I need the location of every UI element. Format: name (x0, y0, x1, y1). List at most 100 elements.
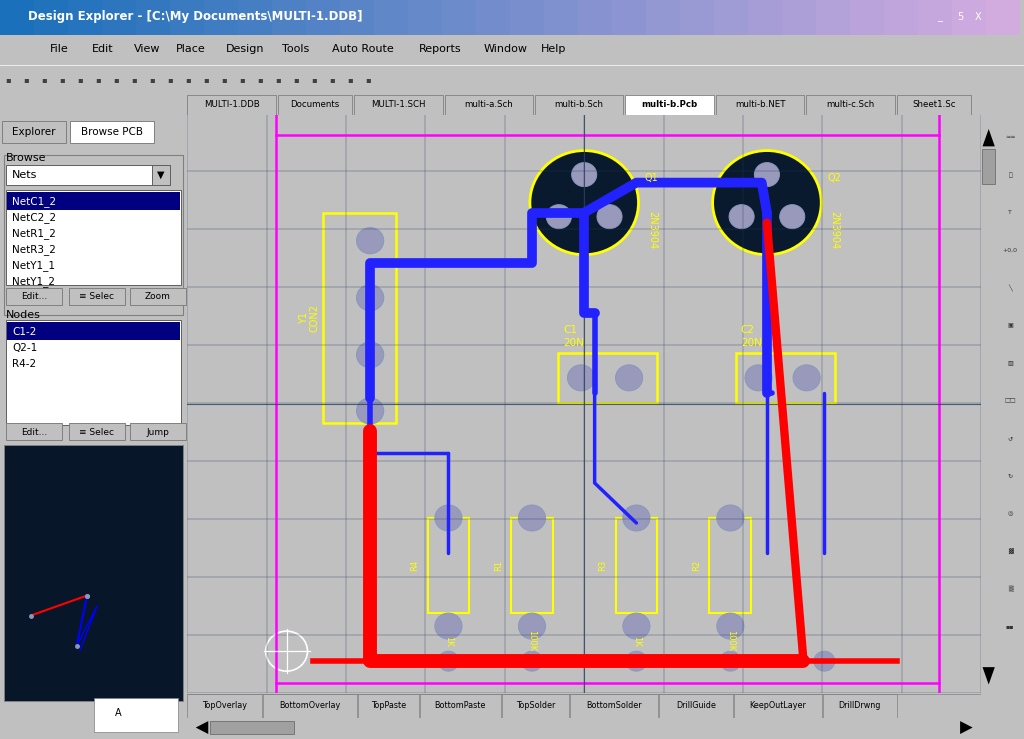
Bar (502, 694, 569, 718)
Text: Nets: Nets (12, 170, 38, 180)
Text: ▪: ▪ (347, 75, 352, 84)
Bar (262, 694, 357, 718)
Bar (7, 322, 180, 340)
Text: 20N: 20N (740, 338, 762, 348)
Text: Zoom: Zoom (144, 293, 171, 302)
Circle shape (547, 205, 571, 228)
Circle shape (597, 205, 622, 228)
Bar (278, 95, 352, 115)
Bar (570, 694, 657, 718)
Text: Reports: Reports (419, 44, 462, 54)
Text: 2N3904: 2N3904 (647, 211, 656, 249)
Text: ▪: ▪ (113, 75, 119, 84)
Bar (734, 694, 821, 718)
Bar (544, 0, 578, 35)
Text: 1K: 1K (444, 636, 453, 647)
Text: NetY1_2: NetY1_2 (12, 276, 55, 287)
Bar (782, 0, 816, 35)
Circle shape (356, 228, 384, 253)
Text: 5: 5 (956, 12, 964, 21)
Bar (982, 149, 995, 184)
Bar (6, 190, 181, 285)
Text: Nodes: Nodes (6, 310, 41, 320)
Text: multi-a.Sch: multi-a.Sch (465, 100, 513, 109)
Bar (6, 288, 62, 305)
Bar (210, 721, 294, 734)
Bar (136, 0, 170, 35)
Bar (897, 95, 971, 115)
Text: A: A (115, 708, 122, 718)
Circle shape (755, 163, 779, 187)
Bar (152, 165, 170, 185)
Bar (6, 423, 62, 440)
Bar (130, 288, 186, 305)
Bar (187, 694, 261, 718)
Text: ▓: ▓ (1008, 548, 1013, 554)
Circle shape (814, 651, 835, 671)
Bar (615, 518, 657, 613)
Text: NetC2_2: NetC2_2 (12, 212, 56, 223)
Text: multi-c.Sch: multi-c.Sch (826, 100, 874, 109)
Text: ▨: ▨ (1008, 361, 1013, 366)
Circle shape (529, 151, 639, 255)
Text: Documents: Documents (291, 100, 340, 109)
Bar (612, 0, 646, 35)
Text: multi-b.NET: multi-b.NET (735, 100, 785, 109)
Circle shape (438, 651, 459, 671)
Text: ▪: ▪ (185, 75, 190, 84)
Text: R2: R2 (692, 560, 701, 571)
Text: MULTI-1.DDB: MULTI-1.DDB (204, 100, 259, 109)
Text: multi-b.Pcb: multi-b.Pcb (642, 100, 697, 109)
Bar (578, 0, 612, 35)
Bar (4, 445, 183, 701)
Bar (806, 95, 895, 115)
Bar (170, 0, 204, 35)
Bar (6, 320, 181, 425)
Bar (748, 0, 782, 35)
Text: R4-2: R4-2 (12, 359, 37, 369)
Circle shape (567, 365, 595, 391)
Text: Design: Design (225, 44, 264, 54)
Text: Window: Window (483, 44, 527, 54)
Text: ≈≈: ≈≈ (1005, 135, 1016, 140)
Circle shape (356, 285, 384, 311)
Bar (680, 0, 714, 35)
Text: ◎: ◎ (1008, 511, 1013, 517)
Bar (354, 95, 442, 115)
Text: KeepOutLayer: KeepOutLayer (750, 701, 806, 709)
Text: Sheet1.Sc: Sheet1.Sc (912, 100, 955, 109)
Bar (130, 423, 186, 440)
Text: multi-b.Sch: multi-b.Sch (555, 100, 604, 109)
Bar (358, 694, 419, 718)
Text: Edit: Edit (92, 44, 114, 54)
Text: Edit...: Edit... (20, 428, 47, 437)
Bar (823, 694, 897, 718)
Bar (716, 95, 805, 115)
Bar (476, 0, 510, 35)
Circle shape (717, 613, 744, 639)
Bar (4, 154, 183, 315)
Bar (535, 95, 624, 115)
Bar (710, 518, 752, 613)
Text: ▣: ▣ (1008, 323, 1013, 328)
Text: X: X (975, 12, 981, 21)
Circle shape (623, 613, 650, 639)
Text: 👁: 👁 (1009, 172, 1012, 178)
Circle shape (720, 651, 740, 671)
Text: Jump: Jump (146, 428, 169, 437)
Text: Help: Help (541, 44, 566, 54)
Polygon shape (196, 721, 208, 734)
Bar (6, 165, 170, 185)
Bar (918, 0, 952, 35)
Circle shape (793, 365, 820, 391)
Bar (511, 518, 553, 613)
Bar (408, 0, 442, 35)
Bar (306, 0, 340, 35)
Circle shape (521, 651, 543, 671)
Bar (444, 95, 534, 115)
Text: ▪: ▪ (167, 75, 173, 84)
Text: BottomSolder: BottomSolder (586, 701, 642, 709)
Circle shape (435, 505, 462, 531)
Text: ↻: ↻ (1008, 474, 1013, 479)
Text: TopSolder: TopSolder (516, 701, 555, 709)
